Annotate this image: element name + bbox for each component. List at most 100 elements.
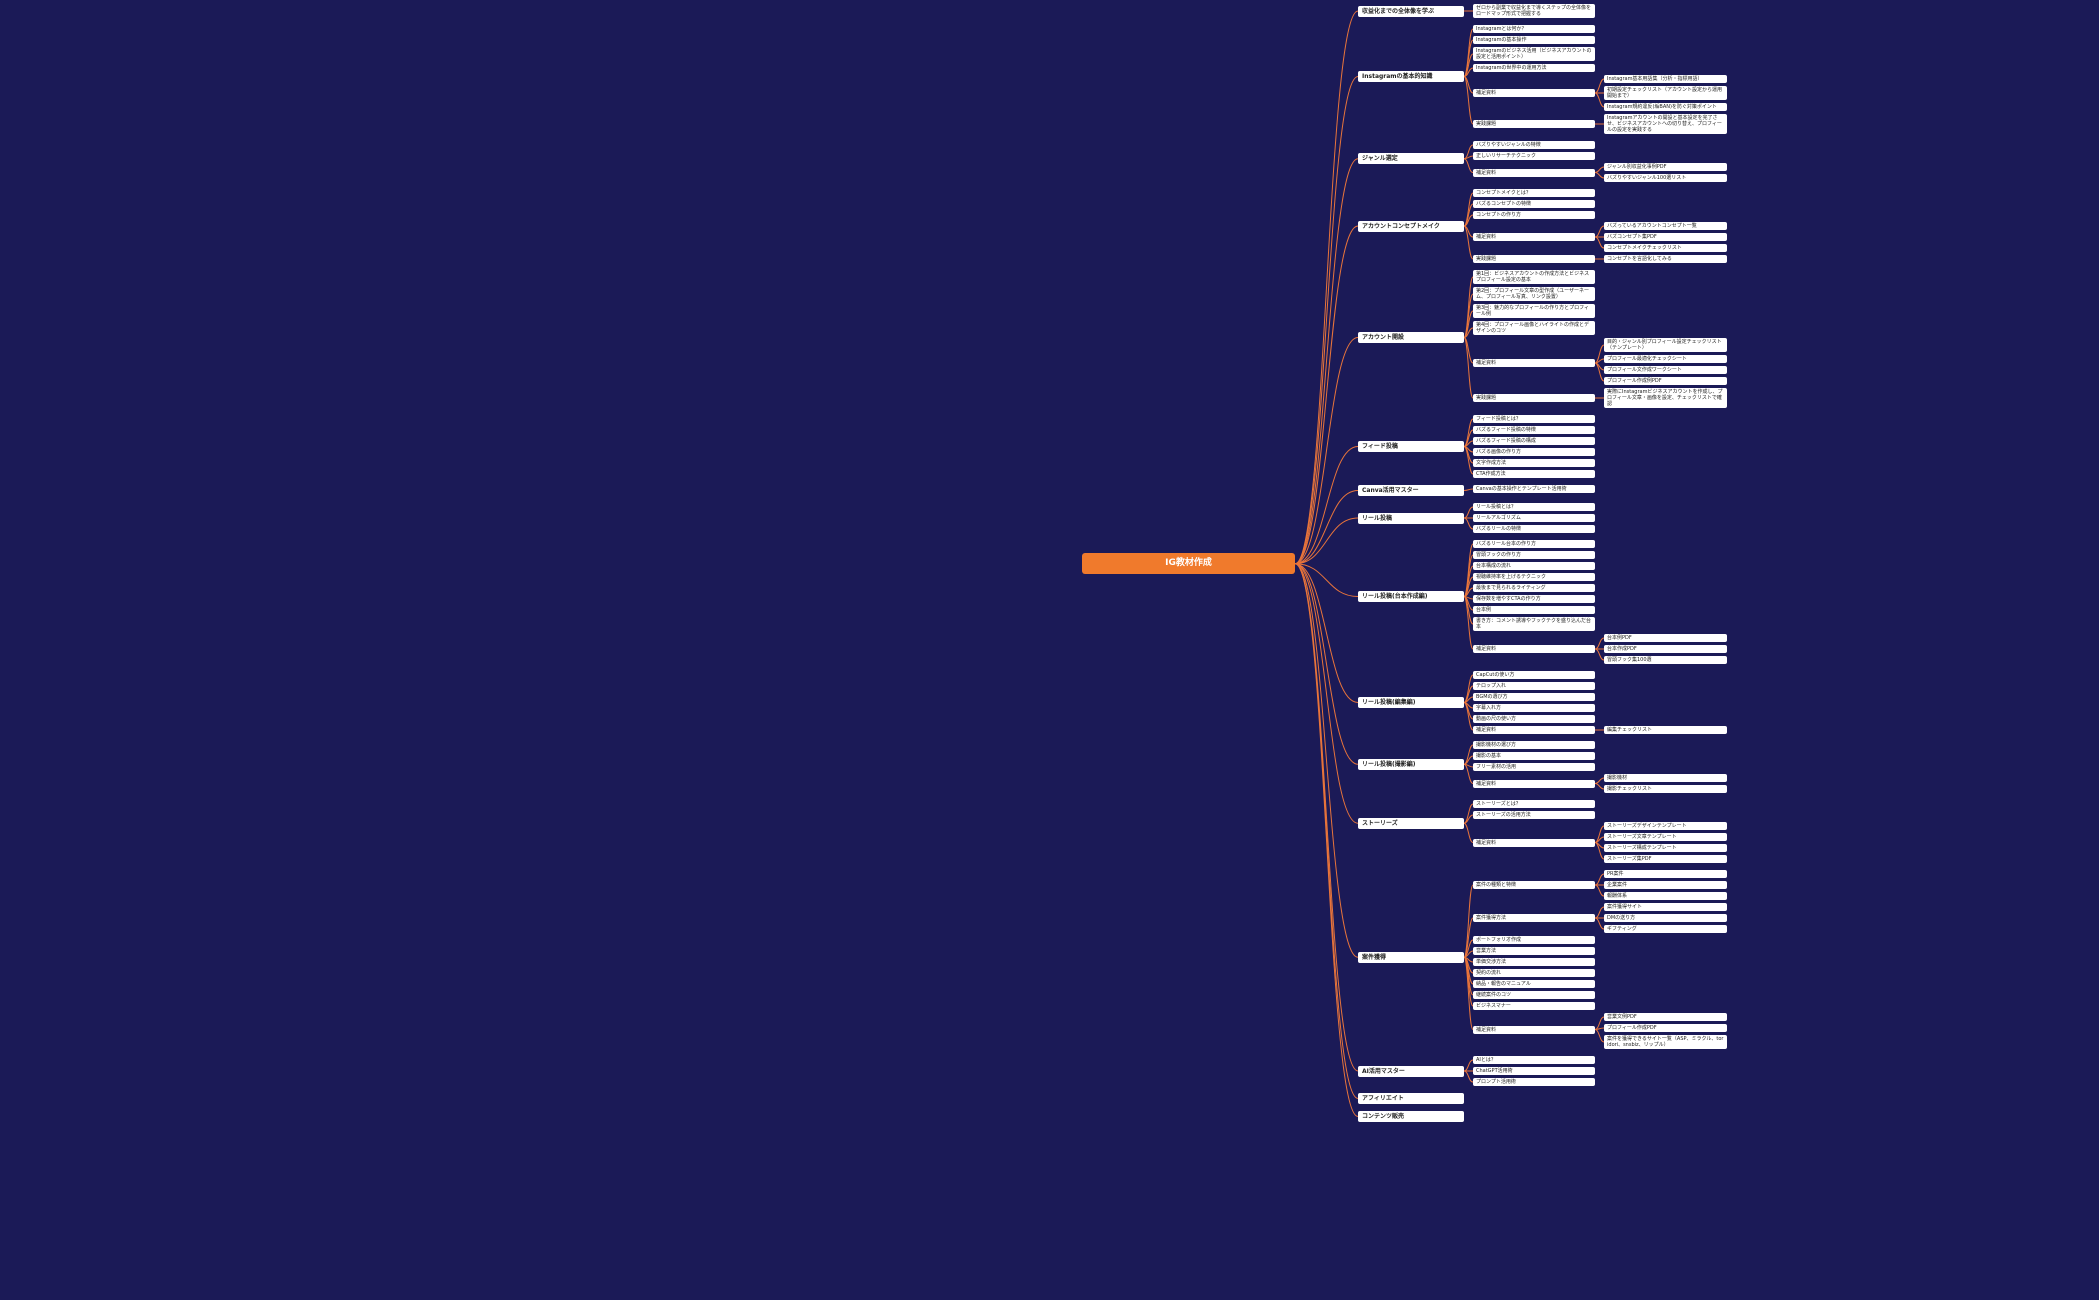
topic-node: Instagramの基本的知識 <box>1358 71 1464 82</box>
subtopic-node: Instagramの基本操作 <box>1473 36 1595 44</box>
connector <box>1463 814 1474 824</box>
connector <box>1463 158 1474 173</box>
subtopic-node: 第1回：ビジネスアカウントの作成方法とビジネスプロフィール設定の基本 <box>1473 270 1595 284</box>
subtopic-node: 初期設定チェックリスト（アカウント設定から運用開始まで） <box>1604 86 1727 100</box>
subtopic-node: Instagramとは何か？ <box>1473 25 1595 33</box>
subtopic-node: コンセプトの作り方 <box>1473 211 1595 219</box>
subtopic-node: 撮影チェックリスト <box>1604 785 1727 793</box>
subtopic-node: 第3回：魅力的なプロフィールの作り方とプロフィール例 <box>1473 304 1595 318</box>
subtopic-node: バズるコンセプトの特徴 <box>1473 200 1595 208</box>
connector <box>1294 76 1359 565</box>
connector <box>1294 10 1359 565</box>
connector <box>1294 337 1359 565</box>
connector <box>1294 158 1359 565</box>
subtopic-node: コンセプトを言語化してみる <box>1604 255 1727 263</box>
subtopic-node: 第4回：プロフィール画像とハイライトの作成とデザインのコツ <box>1473 321 1595 335</box>
connector <box>1594 92 1605 108</box>
connector <box>1463 884 1474 958</box>
subtopic-node: 撮影機材の選び方 <box>1473 741 1595 749</box>
connector <box>1463 488 1474 491</box>
topic-node: リール投稿 <box>1358 512 1464 524</box>
subtopic-node: ChatGPT活用術 <box>1473 1067 1595 1075</box>
subtopic-node: 営業文例PDF <box>1604 1013 1727 1021</box>
subtopic-node: Instagramアカウントの開設と基本設定を完了させ、ビジネスアカウントへの切… <box>1604 114 1727 134</box>
subtopic-node: フィード投稿とは？ <box>1473 415 1595 423</box>
subtopic-node: 案件を獲得できるサイト一覧（ASP、ミラクル、toridori、snsbiz、リ… <box>1604 1035 1727 1049</box>
subtopic-node: 台本作成PDF <box>1604 645 1727 653</box>
subtopic-node: 補足資料 <box>1473 779 1595 788</box>
subtopic-node: 冒頭フックの作り方 <box>1473 551 1595 559</box>
subtopic-node: リールアルゴリズム <box>1473 514 1595 522</box>
subtopic-node: 案件獲得方法 <box>1473 914 1595 922</box>
subtopic-node: 実践課題 <box>1473 255 1595 263</box>
connector <box>1463 674 1474 703</box>
topic-node: フィード投稿 <box>1358 441 1464 452</box>
subtopic-node: 補足資料 <box>1473 89 1595 97</box>
connector <box>1294 563 1359 1072</box>
subtopic-node: Canvaの基本操作とテンプレート活用術 <box>1473 485 1595 493</box>
subtopic-node: 営業方法 <box>1473 947 1595 955</box>
subtopic-node: 補足資料 <box>1473 726 1595 734</box>
connector <box>1294 563 1359 765</box>
topic-node: 案件獲得 <box>1358 951 1464 963</box>
connector <box>1594 78 1605 94</box>
subtopic-node: テロップ入れ <box>1473 682 1595 690</box>
connector <box>1294 563 1359 824</box>
subtopic-node: ストーリーズの活用方法 <box>1473 811 1595 819</box>
connector <box>1463 418 1474 447</box>
subtopic-node: ストーリーズ文章テンプレート <box>1604 833 1727 841</box>
subtopic-node: 補足資料 <box>1473 359 1595 367</box>
connector <box>1594 236 1605 249</box>
subtopic-node: 動画の尺の使い方 <box>1473 715 1595 723</box>
subtopic-node: CapCutの使い方 <box>1473 671 1595 679</box>
topic-node: ジャンル選定 <box>1358 153 1464 165</box>
subtopic-node: Instagramのビジネス活用（ビジネスアカウントの設定と活用ポイント） <box>1473 47 1595 61</box>
subtopic-node: 案件獲得サイト <box>1604 903 1727 911</box>
subtopic-node: 正しいリサーチテクニック <box>1473 152 1595 160</box>
connector <box>1294 563 1359 958</box>
subtopic-node: 補足資料 <box>1473 1025 1595 1034</box>
subtopic-node: プロンプト活用術 <box>1473 1078 1595 1086</box>
connector <box>1294 517 1359 565</box>
connector <box>1294 225 1359 565</box>
subtopic-node: プロフィール最適化チェックシート <box>1604 355 1727 363</box>
root-node: IG教材作成 <box>1082 553 1295 575</box>
subtopic-node: ジャンル別収益化事例PDF <box>1604 163 1727 171</box>
connector <box>1594 358 1605 364</box>
connector <box>1594 873 1605 886</box>
connector <box>1463 225 1474 260</box>
subtopic-node: 保存数を増やすCTAの作り方 <box>1473 595 1595 603</box>
topic-node: リール投稿(台本作成編) <box>1358 591 1464 602</box>
connector <box>1463 596 1474 650</box>
connector <box>1463 702 1474 731</box>
topic-node: リール投稿(撮影編) <box>1358 758 1464 770</box>
subtopic-node: バズるフィード投稿の特徴 <box>1473 426 1595 434</box>
topic-node: アフィリエイト <box>1358 1093 1464 1104</box>
subtopic-node: ゼロから副業で収益化まで導くステップの全体像をロードマップ形式で把握する <box>1473 4 1595 18</box>
subtopic-node: AIとは？ <box>1473 1056 1595 1064</box>
connector <box>1594 166 1605 173</box>
connector <box>1594 842 1605 860</box>
connector <box>1594 172 1605 179</box>
connector <box>1463 327 1474 338</box>
subtopic-node: 撮影の基本 <box>1473 752 1595 760</box>
subtopic-node: バズりやすいジャンル100選リスト <box>1604 174 1727 182</box>
subtopic-node: 継続案件のコツ <box>1473 991 1595 999</box>
connector <box>1294 563 1359 1099</box>
subtopic-node: Instagramの世界中の運用方法 <box>1473 64 1595 72</box>
connector <box>1594 884 1605 897</box>
subtopic-node: バズるリールの特徴 <box>1473 525 1595 533</box>
connector <box>1463 956 1474 1030</box>
topic-node: アカウントコンセプトメイク <box>1358 220 1464 232</box>
subtopic-node: ギフティング <box>1604 925 1727 933</box>
subtopic-node: BGMの選び方 <box>1473 693 1595 701</box>
connector <box>1294 490 1359 565</box>
subtopic-node: ストーリーズ構成テンプレート <box>1604 844 1727 852</box>
connector <box>1594 637 1605 650</box>
subtopic-node: プロフィール文作成ワークシート <box>1604 366 1727 374</box>
subtopic-node: ポートフォリオ作成 <box>1473 936 1595 944</box>
subtopic-node: 撮影機材 <box>1604 774 1727 782</box>
subtopic-node: フリー素材の活用 <box>1473 763 1595 771</box>
connector <box>1594 344 1605 364</box>
